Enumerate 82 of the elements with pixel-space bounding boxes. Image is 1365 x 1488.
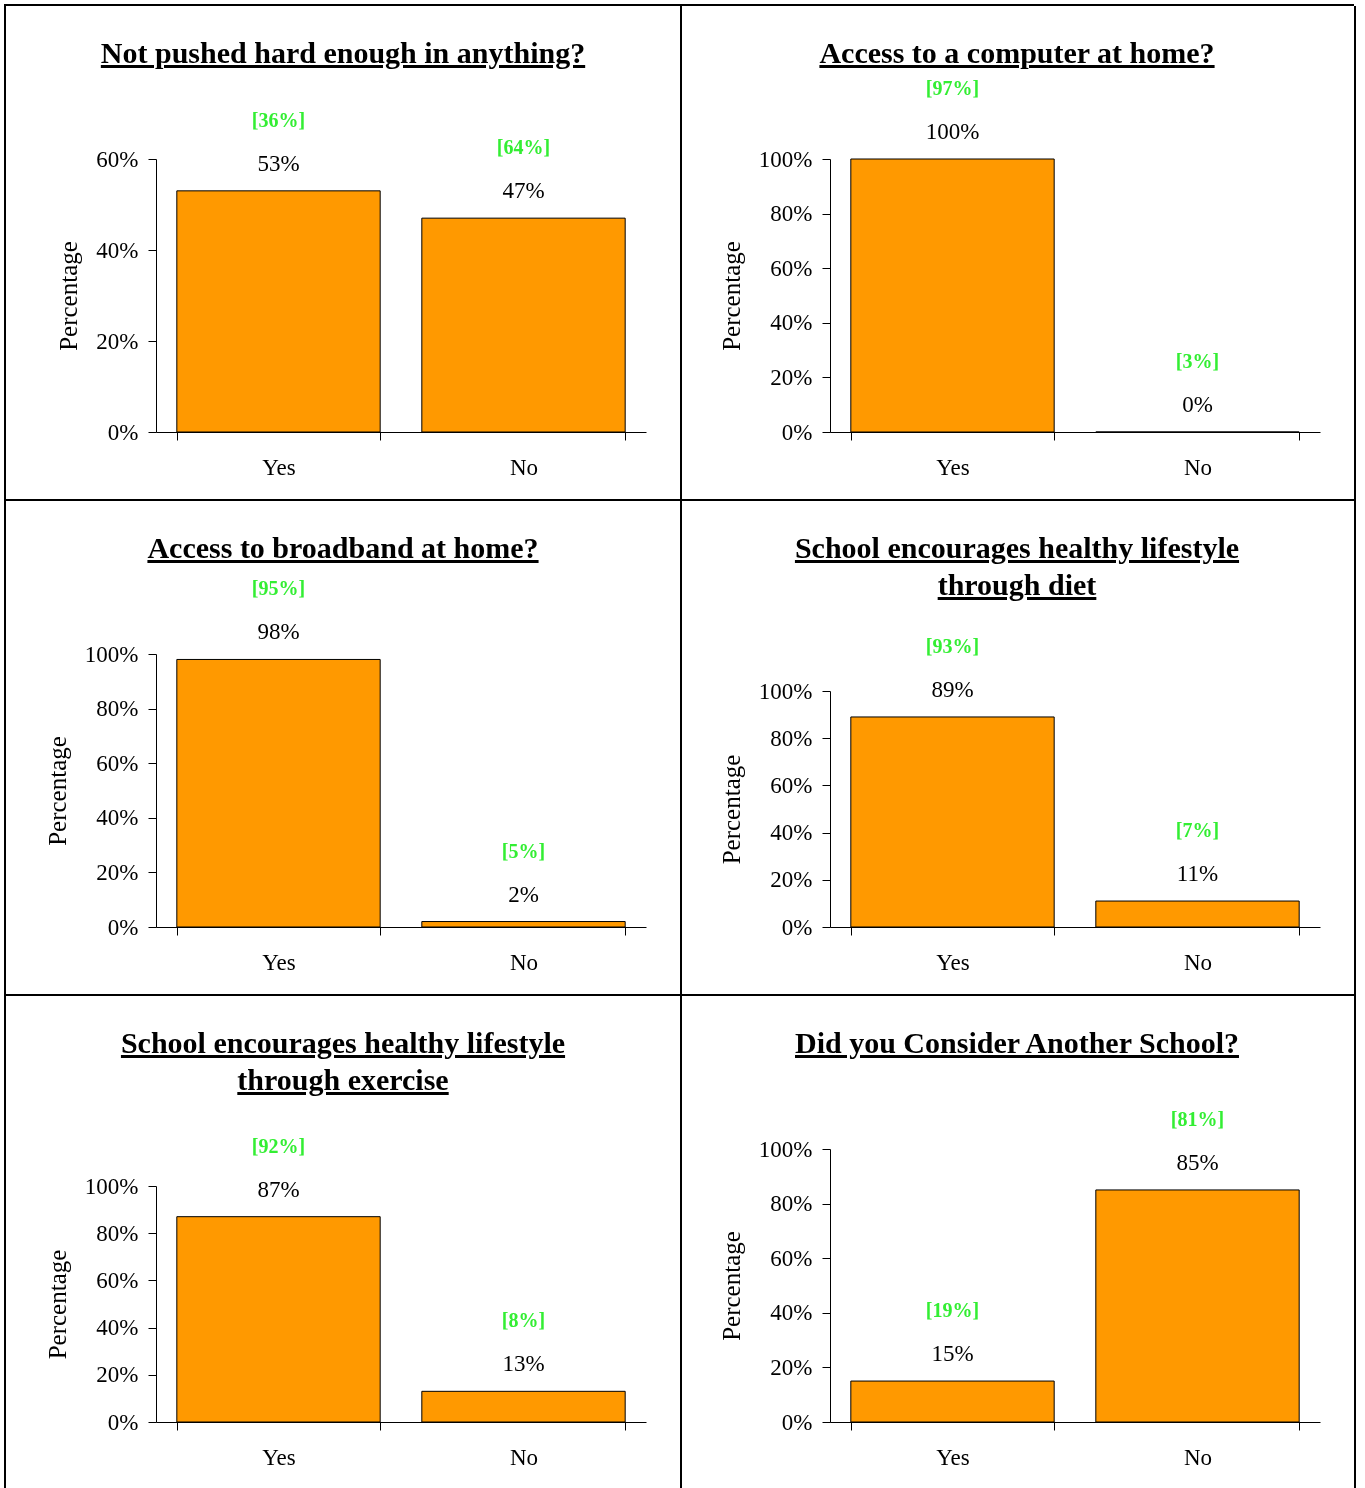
data-label: 0% [1182, 392, 1213, 417]
y-tick-label: 60% [96, 146, 139, 172]
x-tick-label: No [509, 454, 539, 480]
chart-title: Not pushed hard enough in anything? [99, 35, 587, 71]
y-tick-label: 20% [770, 1354, 813, 1380]
y-tick-label: 80% [770, 725, 813, 751]
y-tick-label: 100% [758, 678, 813, 704]
chart-title: Access to broadband at home? [146, 530, 540, 566]
text: [64%] [496, 136, 551, 159]
chart-title: Access to a computer at home? [818, 35, 1216, 71]
y-tick-label: 20% [770, 364, 813, 390]
chart-title: Did you Consider Another School? [794, 1025, 1240, 1061]
x-tick-label: Yes [936, 454, 970, 480]
y-tick-label: 100% [758, 146, 813, 172]
y-tick-label: 0% [107, 1409, 139, 1435]
data-label: 11% [1176, 861, 1219, 887]
y-tick-label: 40% [96, 805, 139, 831]
y-tick-label: 60% [770, 772, 813, 798]
y-tick-label: 80% [96, 1220, 139, 1246]
y-tick-label: 60% [96, 1267, 139, 1293]
y-axis-title: Percentage [55, 241, 83, 351]
y-tick-label: 20% [770, 867, 813, 893]
y-axis-title: Percentage [717, 241, 745, 351]
x-tick-label: No [509, 949, 539, 975]
data-label: 89% [931, 676, 974, 702]
chart-title: School encourages healthy lifestyle through exercise [119, 1025, 567, 1098]
y-tick-label: 80% [770, 1191, 813, 1217]
y-tick-label: 40% [96, 237, 139, 263]
text: [97%] [925, 77, 980, 99]
y-tick-label: 80% [770, 201, 813, 227]
x-tick-label: No [1183, 454, 1213, 480]
y-tick-label: 20% [96, 859, 139, 885]
y-tick-label: 20% [96, 328, 139, 354]
data-label: 87% [257, 1176, 300, 1202]
x-tick-label: Yes [262, 454, 296, 480]
data-label: 100% [925, 119, 980, 144]
y-tick-label: 40% [770, 310, 813, 336]
annotation: [8%] [501, 1309, 546, 1332]
y-tick-label: 60% [96, 750, 139, 776]
x-tick-label: No [1183, 949, 1213, 975]
y-axis-title: Percentage [717, 754, 745, 865]
y-tick-label: 40% [770, 820, 813, 846]
annotation: [3%] [1175, 350, 1220, 372]
data-label: 85% [1176, 1149, 1219, 1175]
annotation: [7%] [1175, 819, 1220, 842]
x-tick-label: Yes [262, 1444, 296, 1470]
annotation: [5%] [501, 839, 546, 862]
y-tick-label: 0% [781, 419, 813, 445]
y-tick-label: 60% [770, 1245, 813, 1271]
annotation: [19%] [925, 1299, 980, 1322]
x-tick-label: Yes [936, 1444, 970, 1470]
x-tick-label: Yes [936, 949, 970, 975]
text: [36%] [251, 108, 306, 131]
data-label: 15% [931, 1341, 974, 1367]
data-label: 98% [257, 619, 300, 645]
text: [95%] [251, 577, 306, 600]
y-axis-title: Percentage [717, 1231, 745, 1341]
x-tick-label: No [1183, 1444, 1213, 1470]
data-label: 13% [502, 1351, 545, 1377]
text: [93%] [925, 634, 980, 657]
data-label: 47% [502, 178, 545, 204]
y-axis-title: Percentage [43, 736, 71, 846]
x-tick-label: Yes [262, 949, 296, 975]
y-tick-label: 0% [781, 914, 813, 940]
data-label: 53% [257, 150, 300, 176]
y-tick-label: 0% [107, 419, 139, 445]
y-tick-label: 100% [84, 641, 139, 667]
y-tick-label: 100% [758, 1136, 813, 1162]
y-tick-label: 40% [770, 1300, 813, 1326]
y-tick-label: 40% [96, 1315, 139, 1341]
data-label: 2% [508, 881, 539, 907]
text: [81%] [1170, 1107, 1225, 1130]
y-tick-label: 20% [96, 1362, 139, 1388]
y-tick-label: 100% [84, 1173, 139, 1199]
y-axis-title: Percentage [43, 1249, 71, 1360]
y-tick-label: 0% [781, 1409, 813, 1435]
chart-title: School encourages healthy lifestyle through diet [793, 530, 1241, 603]
y-tick-label: 60% [770, 255, 813, 281]
text: [92%] [251, 1134, 306, 1157]
y-tick-label: 80% [96, 696, 139, 722]
y-tick-label: 0% [107, 914, 139, 940]
x-tick-label: No [509, 1444, 539, 1470]
